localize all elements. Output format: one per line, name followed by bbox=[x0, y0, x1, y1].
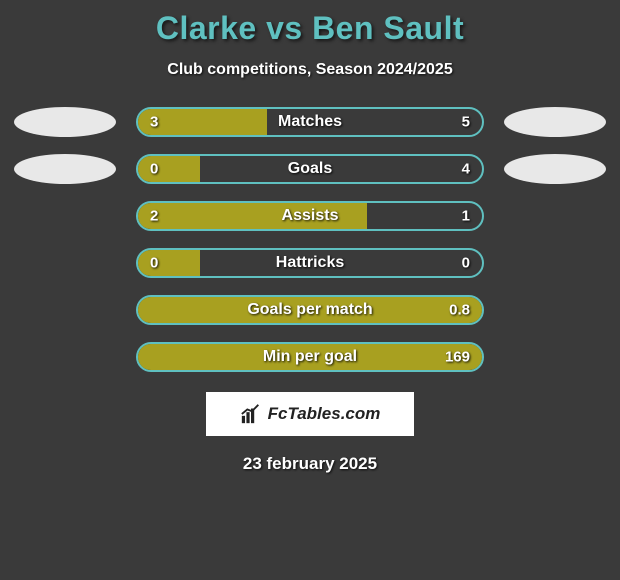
stat-bar: 0 Hattricks 0 bbox=[136, 248, 484, 278]
stat-label: Assists bbox=[282, 207, 339, 225]
stat-label: Goals bbox=[288, 160, 332, 178]
stat-bar: 3 Matches 5 bbox=[136, 107, 484, 137]
stat-bar: 2 Assists 1 bbox=[136, 201, 484, 231]
comparison-card: Clarke vs Ben Sault Club competitions, S… bbox=[0, 0, 620, 474]
stat-value-right: 5 bbox=[462, 114, 470, 131]
stat-bar: 0 Goals 4 bbox=[136, 154, 484, 184]
stat-label: Hattricks bbox=[276, 254, 344, 272]
stat-bar: Min per goal 169 bbox=[136, 342, 484, 372]
stat-row: 0 Hattricks 0 bbox=[0, 248, 620, 278]
stat-row: 0 Goals 4 bbox=[0, 154, 620, 184]
stat-value-left: 2 bbox=[150, 208, 158, 225]
stat-value-left: 0 bbox=[150, 255, 158, 272]
stat-value-right: 0 bbox=[462, 255, 470, 272]
stat-value-right: 169 bbox=[445, 349, 470, 366]
stat-row: 2 Assists 1 bbox=[0, 201, 620, 231]
stat-value-left: 3 bbox=[150, 114, 158, 131]
subtitle: Club competitions, Season 2024/2025 bbox=[0, 61, 620, 79]
stat-value-right: 1 bbox=[462, 208, 470, 225]
stat-label: Matches bbox=[278, 113, 342, 131]
stat-value-right: 4 bbox=[462, 161, 470, 178]
stat-value-left: 0 bbox=[150, 161, 158, 178]
player2-oval bbox=[504, 154, 606, 184]
player2-oval bbox=[504, 107, 606, 137]
stat-value-right: 0.8 bbox=[449, 302, 470, 319]
stat-bar: Goals per match 0.8 bbox=[136, 295, 484, 325]
stat-row: 3 Matches 5 bbox=[0, 107, 620, 137]
stat-bar-fill bbox=[138, 156, 200, 182]
date: 23 february 2025 bbox=[0, 454, 620, 474]
logo-text: FcTables.com bbox=[268, 404, 381, 424]
stats-list: 3 Matches 5 0 Goals 4 2 Assists 1 0 Hattricks 0 Goal… bbox=[0, 107, 620, 372]
stat-row: Goals per match 0.8 bbox=[0, 295, 620, 325]
stat-label: Min per goal bbox=[263, 348, 357, 366]
stat-bar-fill bbox=[138, 250, 200, 276]
title: Clarke vs Ben Sault bbox=[0, 10, 620, 47]
chart-icon bbox=[240, 403, 262, 425]
player1-oval bbox=[14, 154, 116, 184]
source-logo: FcTables.com bbox=[206, 392, 414, 436]
stat-row: Min per goal 169 bbox=[0, 342, 620, 372]
stat-label: Goals per match bbox=[247, 301, 372, 319]
player1-oval bbox=[14, 107, 116, 137]
